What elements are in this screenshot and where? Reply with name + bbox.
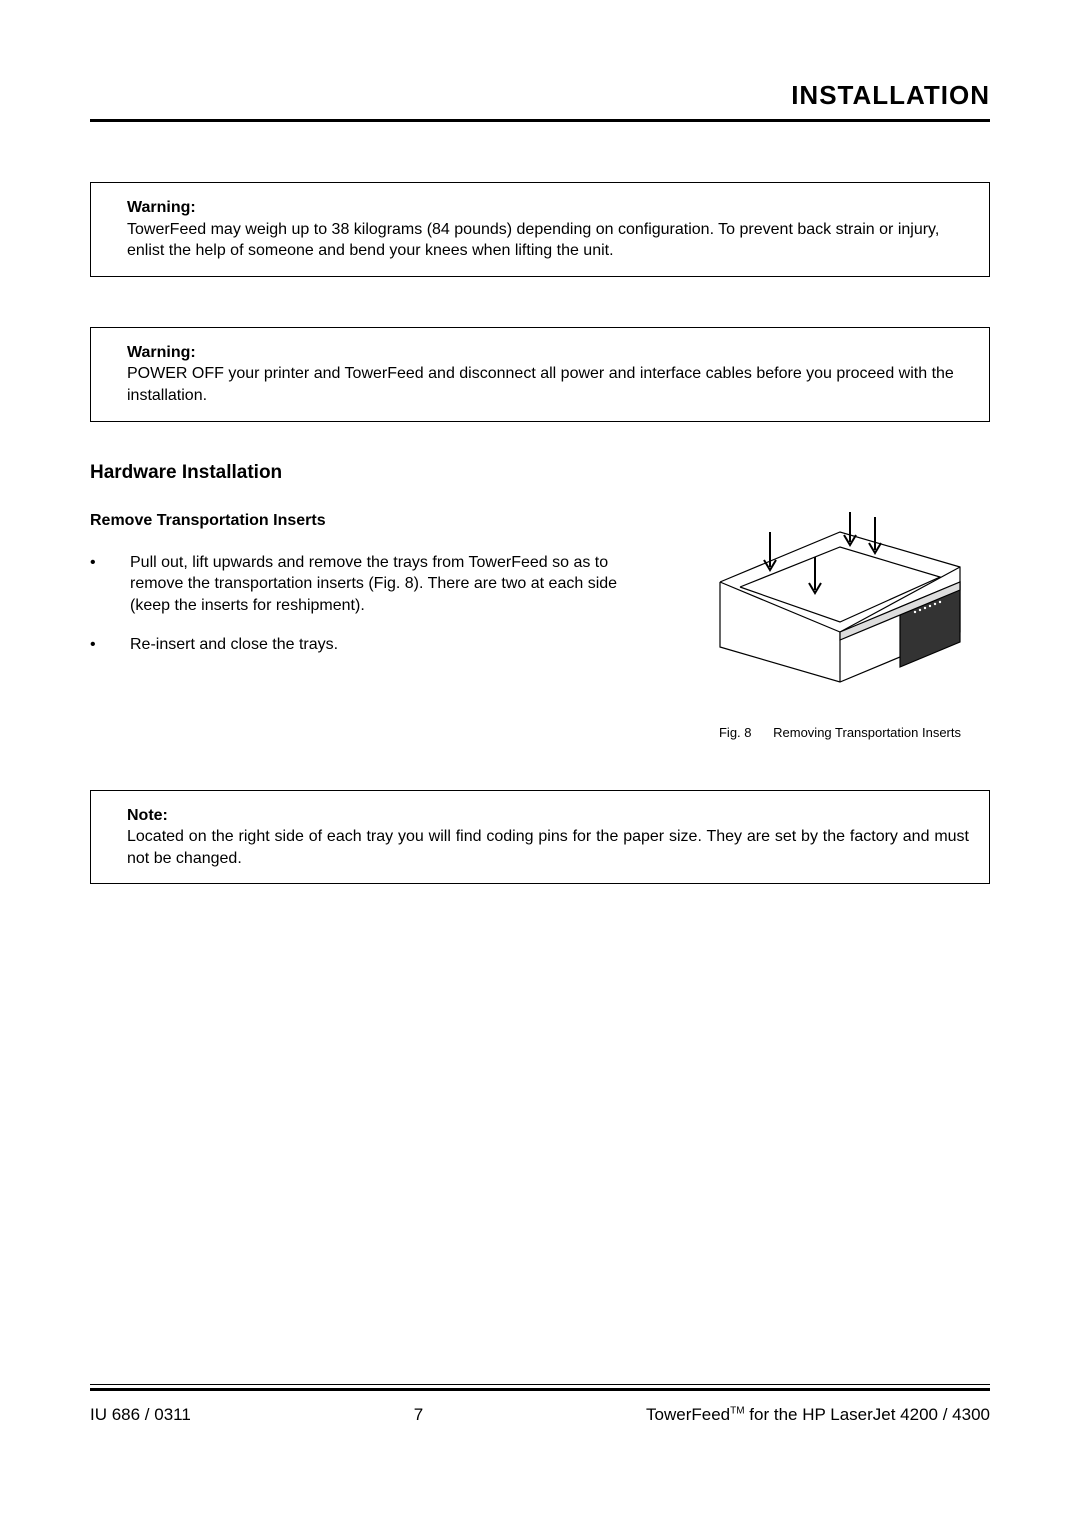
note-text: Located on the right side of each tray y… <box>127 828 969 867</box>
footer-right: TowerFeedTM for the HP LaserJet 4200 / 4… <box>646 1405 990 1425</box>
bullet-icon: • <box>90 634 130 656</box>
list-item-text: Pull out, lift upwards and remove the tr… <box>130 552 660 617</box>
bullet-list: • Pull out, lift upwards and remove the … <box>90 552 660 656</box>
page-footer: IU 686 / 0311 7 TowerFeedTM for the HP L… <box>90 1384 990 1425</box>
figure-number: Fig. 8 <box>719 725 752 740</box>
footer-left: IU 686 / 0311 <box>90 1405 191 1425</box>
page-header: INSTALLATION <box>90 80 990 111</box>
footer-rule-thin <box>90 1384 990 1385</box>
warning-box-power: Warning: POWER OFF your printer and Towe… <box>90 327 990 422</box>
figure-caption-text: Removing Transportation Inserts <box>773 725 961 740</box>
warning-label: Warning: <box>127 199 196 216</box>
footer-rule-thick <box>90 1388 990 1391</box>
footer-row: IU 686 / 0311 7 TowerFeedTM for the HP L… <box>90 1405 990 1425</box>
warning-text: POWER OFF your printer and TowerFeed and… <box>127 365 954 404</box>
list-item-text: Re-insert and close the trays. <box>130 634 338 656</box>
content-row: Remove Transportation Inserts • Pull out… <box>90 512 990 740</box>
warning-label: Warning: <box>127 344 196 361</box>
note-label: Note: <box>127 807 168 824</box>
page: INSTALLATION Warning: TowerFeed may weig… <box>0 0 1080 1525</box>
figure-caption: Fig. 8 Removing Transportation Inserts <box>690 725 990 740</box>
right-column: Fig. 8 Removing Transportation Inserts <box>690 512 990 740</box>
warning-box-weight: Warning: TowerFeed may weigh up to 38 ki… <box>90 182 990 277</box>
warning-text: TowerFeed may weigh up to 38 kilograms (… <box>127 221 939 260</box>
trademark-symbol: TM <box>730 1405 744 1416</box>
list-item: • Pull out, lift upwards and remove the … <box>90 552 660 617</box>
left-column: Remove Transportation Inserts • Pull out… <box>90 512 660 674</box>
footer-page-number: 7 <box>414 1405 423 1425</box>
subsection-heading: Remove Transportation Inserts <box>90 512 660 530</box>
header-rule <box>90 119 990 122</box>
note-box: Note: Located on the right side of each … <box>90 790 990 885</box>
section-heading: Hardware Installation <box>90 462 990 484</box>
tray-diagram-icon <box>700 512 980 702</box>
bullet-icon: • <box>90 552 130 617</box>
list-item: • Re-insert and close the trays. <box>90 634 660 656</box>
